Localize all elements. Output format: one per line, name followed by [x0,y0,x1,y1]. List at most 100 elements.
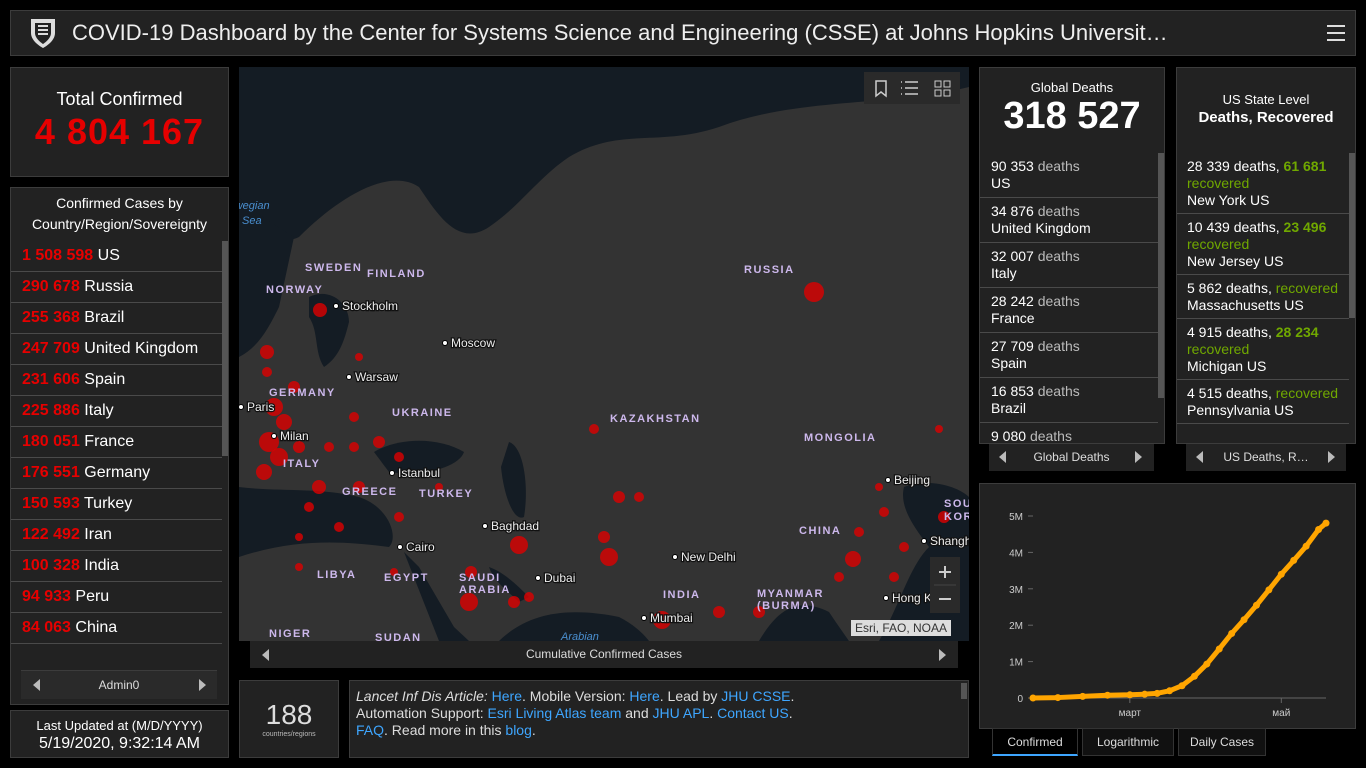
point [1141,690,1149,698]
country-row[interactable]: 100 328 India [11,551,222,582]
country-count: 247 709 [22,340,80,357]
country-row[interactable]: 94 933 Peru [11,582,222,613]
deaths-next[interactable] [1135,451,1142,463]
case-marker [508,596,520,608]
case-marker [598,531,610,543]
water-label: Norwegian [239,200,270,212]
next-button[interactable] [199,679,206,691]
us-subtitle: Deaths, Recovered [1198,109,1334,126]
link[interactable]: Contact US [717,705,789,721]
menu-button[interactable] [1325,23,1347,43]
country-count: 100 328 [22,557,80,574]
link[interactable]: blog [505,722,532,738]
us-place: Massachusetts US [1187,297,1304,313]
country-name: Peru [75,588,110,605]
city-label: Cairo [406,540,435,554]
point [1228,629,1236,637]
deaths-unit: deaths [1037,203,1080,219]
deaths-count: 34 876 [991,203,1034,219]
chart-tab[interactable]: Daily Cases [1178,728,1266,756]
zoom-buttons[interactable] [930,557,960,613]
header: COVID-19 Dashboard by the Center for Sys… [10,10,1356,56]
city-label: Mumbai [650,611,693,625]
country-row[interactable]: 150 593 Turkey [11,489,222,520]
country-row[interactable]: 247 709 United Kingdom [11,334,222,365]
deaths-unit: deaths [1037,248,1080,264]
country-count: 150 593 [22,495,80,512]
map[interactable]: Norwegian Sea SWEDEN FINLAND NORWAY Stockholm… [239,67,969,641]
map-next[interactable] [939,649,946,661]
us-deaths: 4 515 [1187,385,1223,401]
us-recovered-unit: recovered [1187,236,1250,252]
us-next[interactable] [1328,451,1335,463]
us-list: 28 339 deaths, 61 681 recovered New York … [1177,153,1349,443]
deaths-line: 34 876 deaths [991,203,1158,220]
deaths-count: 90 353 [991,158,1034,174]
country-row[interactable]: 1 508 598 US [11,241,222,272]
case-marker [312,480,326,494]
map-footer: Cumulative Confirmed Cases [250,641,958,668]
deaths-count: 27 709 [991,338,1034,354]
total-label: Total Confirmed [56,89,183,109]
map-prev[interactable] [262,649,269,661]
case-marker [600,548,618,566]
country-label: LIBYA [317,569,357,581]
country-row[interactable]: 84 063 China [11,613,222,644]
case-marker [390,568,398,576]
country-row[interactable]: 176 551 Germany [11,458,222,489]
case-marker [879,507,889,517]
point [1153,689,1161,697]
country-count: 231 606 [22,371,80,388]
us-scrollbar[interactable] [1349,153,1355,318]
case-marker [394,452,404,462]
point [1252,601,1260,609]
link[interactable]: Esri Living Atlas team [487,705,622,721]
point [1054,694,1062,702]
text: . Automation Support: [356,688,795,721]
text: . Mobile Version: [522,688,630,704]
country-name: Spain [84,371,126,388]
chart-tab[interactable]: Logarithmic [1082,728,1174,756]
country-row[interactable]: 255 368 Brazil [11,303,222,334]
country-label: SAUDI [459,572,501,584]
prev-button[interactable] [33,679,40,691]
deaths-place: Spain [991,355,1027,371]
country-row[interactable]: 225 886 Italy [11,396,222,427]
deaths-place: US [991,175,1011,191]
deaths-scrollbar[interactable] [1158,153,1164,398]
city-label: New Delhi [681,550,736,564]
case-marker [295,533,303,541]
link[interactable]: Here [629,688,660,704]
country-row[interactable]: 290 678 Russia [11,272,222,303]
link[interactable]: FAQ [356,722,385,738]
country-row[interactable]: 122 492 Iran [11,520,222,551]
deaths-prev[interactable] [999,451,1006,463]
country-row[interactable]: 180 051 France [11,427,222,458]
link[interactable]: Here [491,688,523,704]
updated-label: Last Updated at (M/D/YYYY) [36,718,203,733]
city-dot [346,374,352,380]
us-deaths-unit: deaths, [1225,324,1272,340]
article-text: Lancet Inf Dis Article: Here. Mobile Ver… [356,688,811,739]
chart-panel: 0 1M 2M 3M 4M 5M март май [979,483,1356,729]
country-row[interactable]: 231 606 Spain [11,365,222,396]
country-footer-label: Admin0 [98,678,140,692]
scrollbar[interactable] [222,241,228,456]
country-name: Iran [84,526,112,543]
us-row: 4 915 deaths, 28 234 recovered Michigan U… [1177,319,1349,380]
us-prev[interactable] [1196,451,1203,463]
case-markers [256,282,950,629]
case-marker [753,606,765,618]
deaths-line: 16 853 deaths [991,383,1158,400]
link[interactable]: JHU APL [652,705,710,721]
map-tools[interactable] [864,72,960,104]
case-marker [394,512,404,522]
country-label: (BURMA) [757,600,816,612]
chart-tab[interactable]: Confirmed [992,728,1078,756]
link[interactable]: JHU CSSE [721,688,791,704]
case-marker [256,464,272,480]
case-marker [613,491,625,503]
article-scrollbar[interactable] [961,683,967,699]
case-marker [935,425,943,433]
chart-tabs: Confirmed Logarithmic Daily Cases [992,728,1270,756]
